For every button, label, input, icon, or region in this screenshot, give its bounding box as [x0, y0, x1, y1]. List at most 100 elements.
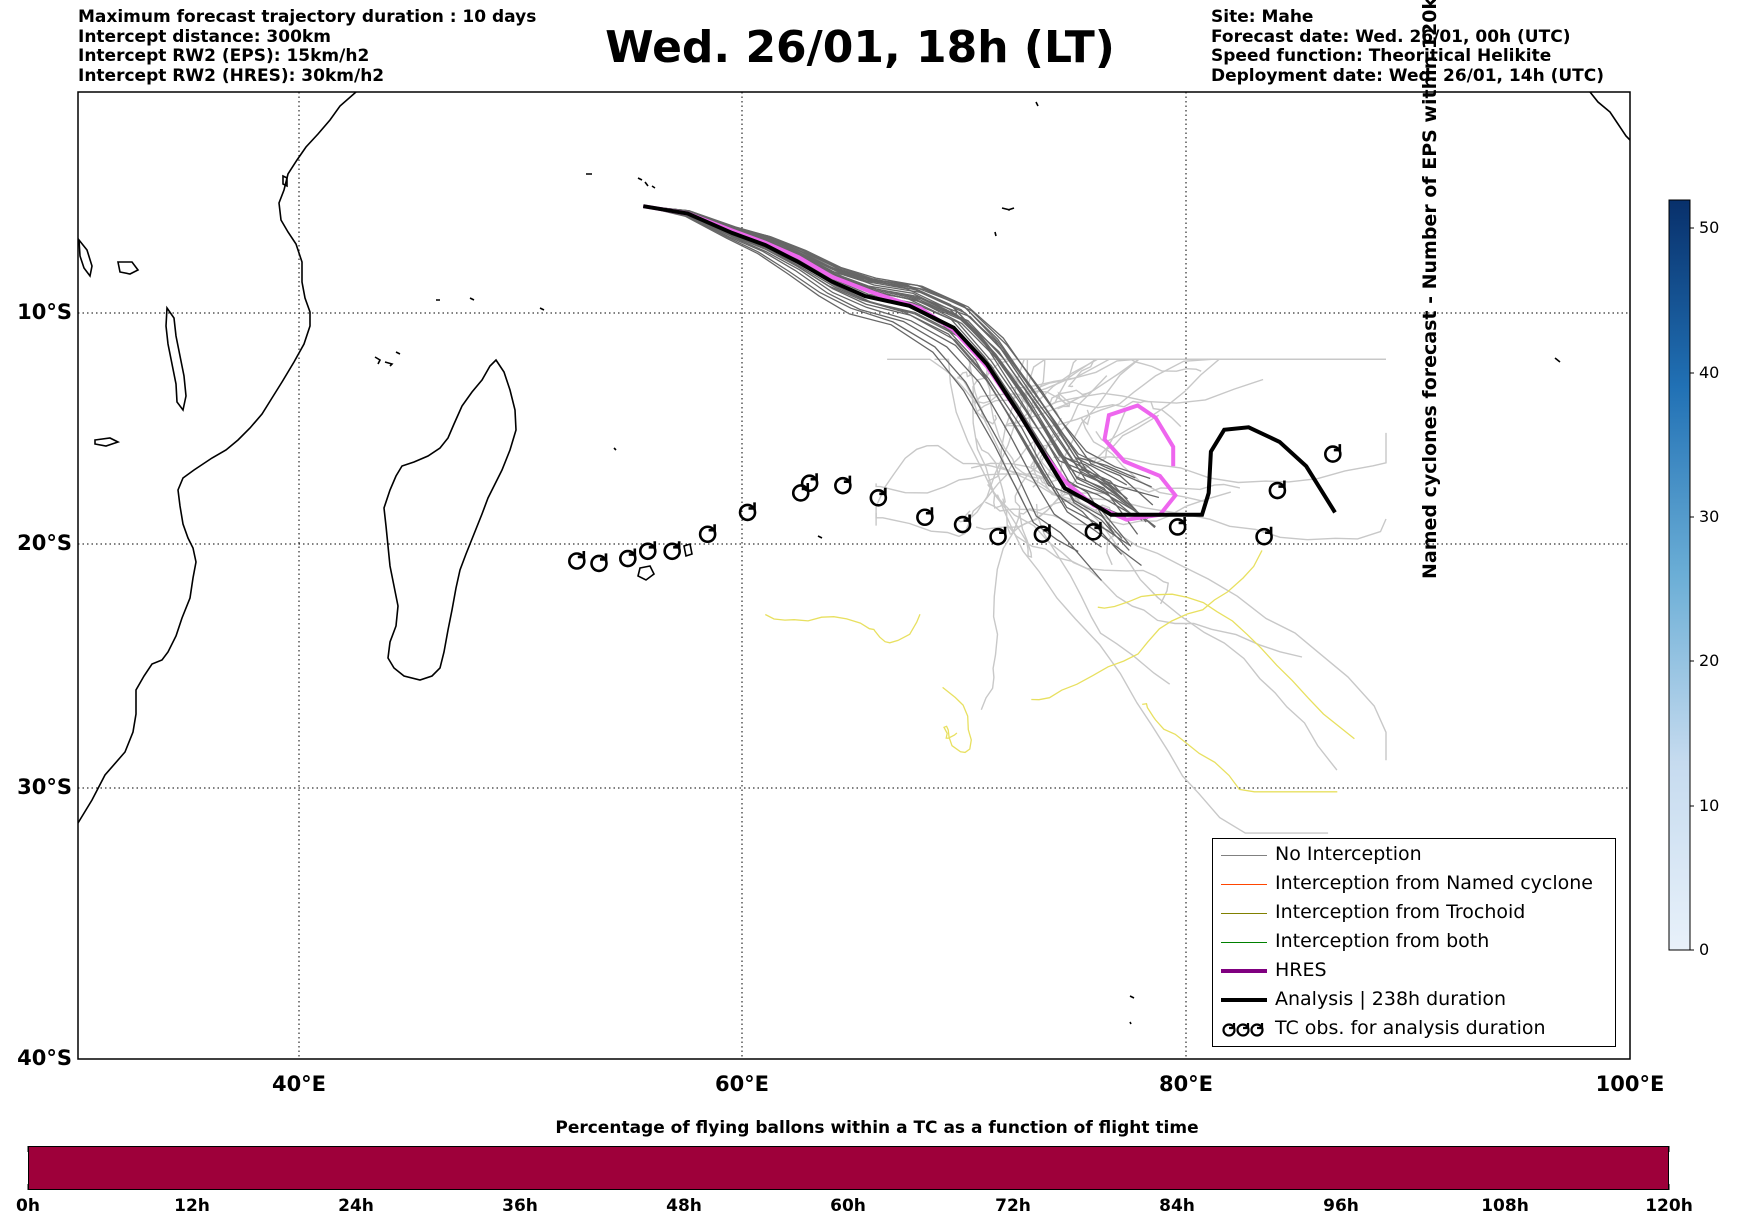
- gridlines: [78, 92, 1630, 1059]
- ensemble-track: [643, 205, 1102, 581]
- legend-label: TC obs. for analysis duration: [1275, 1017, 1546, 1039]
- ensemble-track: [1142, 702, 1338, 793]
- page-title: Wed. 26/01, 18h (LT): [605, 22, 1115, 73]
- comoros: [374, 351, 401, 367]
- ensemble-track: [1019, 497, 1387, 541]
- legend-label: Interception from Named cyclone: [1275, 872, 1593, 894]
- lake-victoria: [117, 261, 140, 275]
- ensemble-track: [1097, 593, 1355, 740]
- map-frame: [77, 91, 1631, 1060]
- lat-label: 10°S: [17, 300, 72, 324]
- ensemble-track: [984, 501, 1387, 761]
- tc-symbol-icon: [800, 473, 819, 493]
- tc-symbol-icon: [869, 487, 888, 507]
- ensemble-track: [643, 205, 1102, 548]
- colorbar-tick: 40: [1699, 363, 1720, 382]
- legend-label: No Interception: [1275, 843, 1422, 865]
- legend-item: TC obs. for analysis duration: [1213, 1015, 1615, 1044]
- tc-symbol-icon: [568, 550, 586, 570]
- pct-bar-tick-label: 24h: [338, 1196, 374, 1216]
- tc-symbol-icon: [953, 514, 972, 534]
- header-left-line: Intercept RW2 (HRES): 30km/h2: [78, 65, 385, 86]
- legend-item: No Interception: [1213, 841, 1615, 870]
- ensemble-track: [987, 483, 1169, 605]
- zanzibar: [282, 174, 288, 188]
- pct-bar-tick-label: 72h: [995, 1196, 1031, 1216]
- lon-label: 60°E: [714, 1072, 770, 1096]
- pct-bar-tick-label: 60h: [830, 1196, 866, 1216]
- ensemble-track: [643, 205, 1079, 553]
- ensemble-track: [1030, 375, 1108, 468]
- tc-symbol-icon: [1084, 521, 1103, 541]
- tc-symbol-icon: [590, 553, 608, 573]
- colorbar-tick: 0: [1699, 940, 1710, 959]
- header-right-line: Site: Mahe: [1211, 7, 1314, 27]
- ensemble-track: [1035, 503, 1171, 685]
- colorbar-right: [1668, 199, 1691, 951]
- colorbar-tick: 20: [1699, 651, 1720, 670]
- chagos: [1028, 92, 1039, 107]
- lat-label: 30°S: [17, 775, 72, 799]
- tc-symbol-icon: [834, 475, 852, 495]
- lon-label: 80°E: [1158, 1072, 1214, 1096]
- ensemble-track: [996, 494, 1329, 834]
- legend-label: HRES: [1275, 959, 1327, 981]
- tc-symbol-icon: [663, 541, 681, 561]
- tc-symbol-icon: [619, 548, 637, 568]
- tc-symbol-icon: [1168, 516, 1187, 536]
- ensemble-track: [1053, 432, 1387, 484]
- colorbar-tick: 50: [1699, 218, 1720, 237]
- header-right: Site: Mahe Forecast date: Wed. 26/01, 00…: [1211, 7, 1605, 86]
- pct-bar-tick-label: 96h: [1323, 1196, 1359, 1216]
- tc-symbol-icon: [1222, 1023, 1264, 1037]
- seychelles: [586, 173, 656, 189]
- legend-item: HRES: [1213, 957, 1615, 986]
- legend-item: Interception from Trochoid: [1213, 899, 1615, 928]
- header-left-line: Intercept RW2 (EPS): 15km/h2: [78, 46, 370, 66]
- ensemble-track: [875, 444, 1083, 526]
- ensemble-track: [1039, 451, 1338, 771]
- pct-bar-tick-label: 108h: [1481, 1196, 1529, 1216]
- indonesia-coast: [1589, 92, 1630, 141]
- legend-swatch: [1221, 942, 1267, 943]
- analysis-track: [642, 204, 1337, 517]
- colorbar-tick: 30: [1699, 507, 1720, 526]
- ensemble-track: [942, 686, 972, 754]
- legend-swatch: [1221, 855, 1267, 856]
- legend-swatch: [1221, 884, 1267, 885]
- pct-bar-tick-label: 48h: [666, 1196, 702, 1216]
- lake-mweru: [94, 437, 121, 447]
- lat-label: 20°S: [17, 531, 72, 555]
- pct-bar: [28, 1146, 1669, 1190]
- pct-bar-tick-label: 12h: [174, 1196, 210, 1216]
- header-right-line: Speed function: Theoritical Helikite: [1211, 46, 1552, 66]
- legend-label: Interception from Trochoid: [1275, 901, 1526, 923]
- header-right-line: Deployment date: Wed. 26/01, 14h (UTC): [1211, 65, 1605, 86]
- small-islands: [436, 207, 1561, 1025]
- ensemble-track: [980, 430, 1056, 711]
- pct-bar-tick-label: 36h: [502, 1196, 538, 1216]
- reunion: [637, 565, 656, 581]
- ensemble-track: [643, 205, 1123, 496]
- lat-label: 40°S: [17, 1046, 72, 1070]
- ensemble-yellow-tracks: [765, 550, 1355, 793]
- lake-tanganyika: [78, 237, 93, 278]
- ensemble-track: [1057, 391, 1182, 428]
- africa-coast: [78, 92, 357, 824]
- tc-symbol-icon: [738, 502, 757, 522]
- header-left-line: Maximum forecast trajectory duration : 1…: [78, 7, 537, 27]
- legend-swatch: [1221, 998, 1267, 1002]
- ensemble-track: [765, 613, 921, 644]
- tc-symbol-icon: [916, 507, 934, 527]
- header-right-line: Forecast date: Wed. 26/01, 00h (UTC): [1211, 26, 1571, 47]
- tc-observations: [568, 444, 1342, 573]
- ensemble-track: [1031, 550, 1263, 701]
- colorbar-label: Named cyclones forecast - Number of EPS …: [1419, 0, 1442, 579]
- lake-malawi: [165, 305, 187, 412]
- legend-item: Interception from Named cyclone: [1213, 870, 1615, 899]
- mauritius: [683, 542, 693, 558]
- ensemble-track: [643, 205, 1142, 567]
- hres-track: [642, 204, 1178, 522]
- legend-swatch: [1221, 913, 1267, 914]
